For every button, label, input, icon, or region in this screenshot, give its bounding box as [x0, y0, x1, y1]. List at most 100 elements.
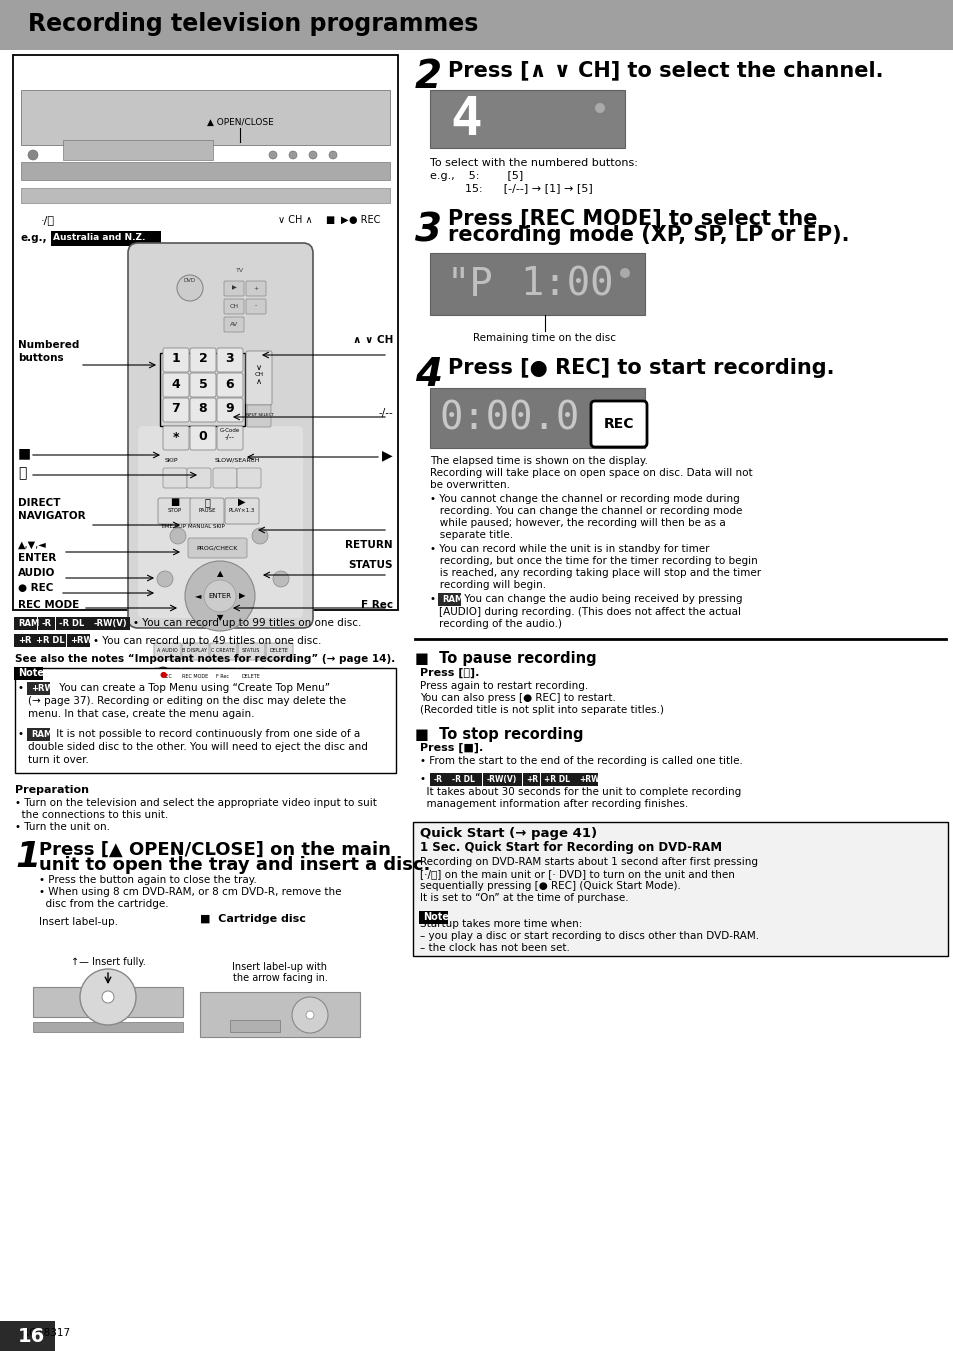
- Text: ▶: ▶: [238, 497, 246, 507]
- Text: STATUS: STATUS: [241, 648, 260, 654]
- Text: ∨: ∨: [255, 363, 262, 373]
- FancyBboxPatch shape: [437, 593, 461, 605]
- Text: buttons: buttons: [18, 353, 64, 363]
- Text: NAVIGATOR: NAVIGATOR: [18, 511, 86, 521]
- Text: You can change the audio being received by pressing: You can change the audio being received …: [460, 594, 741, 604]
- Text: 5: 5: [198, 377, 207, 390]
- Circle shape: [157, 571, 172, 586]
- Text: ▶: ▶: [232, 285, 236, 290]
- Text: Recording television programmes: Recording television programmes: [28, 12, 477, 36]
- Text: ● REC: ● REC: [349, 215, 380, 226]
- FancyBboxPatch shape: [482, 773, 521, 786]
- Text: RAM: RAM: [441, 594, 463, 604]
- FancyBboxPatch shape: [190, 499, 224, 524]
- Text: ▲: ▲: [216, 570, 223, 578]
- Circle shape: [80, 969, 136, 1025]
- Text: AUDIO: AUDIO: [18, 567, 55, 578]
- Text: 3: 3: [226, 353, 234, 366]
- Text: • Press the button again to close the tray.: • Press the button again to close the tr…: [39, 875, 256, 885]
- Text: Numbered: Numbered: [18, 340, 79, 350]
- FancyBboxPatch shape: [237, 667, 265, 685]
- Text: 4: 4: [415, 357, 441, 394]
- Bar: [430, 253, 644, 315]
- Text: • You can record up to 49 titles on one disc.: • You can record up to 49 titles on one …: [92, 635, 321, 646]
- Text: ● REC: ● REC: [18, 584, 53, 593]
- Text: double sided disc to the other. You will need to eject the disc and: double sided disc to the other. You will…: [28, 742, 368, 753]
- Circle shape: [306, 1011, 314, 1019]
- Text: while paused; however, the recording will then be as a: while paused; however, the recording wil…: [430, 517, 725, 528]
- Circle shape: [273, 571, 289, 586]
- Text: PAUSE: PAUSE: [198, 508, 215, 512]
- Text: 8: 8: [198, 403, 207, 416]
- Text: ▶: ▶: [341, 215, 349, 226]
- Text: ⏸: ⏸: [18, 466, 27, 480]
- Text: •: •: [430, 594, 436, 604]
- FancyBboxPatch shape: [418, 911, 447, 924]
- Bar: [15, 667, 395, 773]
- Text: recording mode (XP, SP, LP or EP).: recording mode (XP, SP, LP or EP).: [448, 226, 848, 245]
- FancyBboxPatch shape: [28, 682, 51, 694]
- FancyBboxPatch shape: [224, 317, 244, 332]
- Bar: [33, 1021, 183, 1032]
- Bar: [13, 55, 397, 611]
- Circle shape: [204, 580, 235, 612]
- Text: •: •: [419, 774, 426, 784]
- Text: Press [■].: Press [■].: [419, 743, 483, 753]
- FancyBboxPatch shape: [153, 643, 181, 661]
- Text: Quick Start (→ page 41): Quick Start (→ page 41): [419, 828, 597, 840]
- Bar: [33, 988, 183, 1017]
- Text: turn it over.: turn it over.: [28, 755, 89, 765]
- Text: Note: Note: [422, 912, 449, 923]
- Text: Recording on DVD-RAM starts about 1 second after first pressing: Recording on DVD-RAM starts about 1 seco…: [419, 857, 758, 867]
- Text: Press again to restart recording.: Press again to restart recording.: [419, 681, 588, 690]
- Text: To select with the numbered buttons:: To select with the numbered buttons:: [430, 158, 638, 168]
- Text: Press [● REC] to start recording.: Press [● REC] to start recording.: [448, 358, 834, 378]
- Text: DVD: DVD: [184, 278, 196, 284]
- Text: Press [⏸].: Press [⏸].: [419, 667, 478, 678]
- FancyBboxPatch shape: [540, 773, 575, 786]
- Text: e.g.,: e.g.,: [21, 232, 48, 243]
- FancyBboxPatch shape: [430, 773, 447, 786]
- Bar: [430, 91, 624, 149]
- Text: MANUAL SKIP: MANUAL SKIP: [188, 523, 225, 528]
- FancyBboxPatch shape: [190, 373, 215, 397]
- Text: 2: 2: [415, 58, 441, 96]
- FancyBboxPatch shape: [182, 643, 209, 661]
- Text: Startup takes more time when:: Startup takes more time when:: [419, 919, 581, 929]
- Circle shape: [156, 667, 170, 681]
- Text: 15:      [-/--] → [1] → [5]: 15: [-/--] → [1] → [5]: [430, 182, 592, 193]
- FancyBboxPatch shape: [163, 399, 189, 422]
- Text: CH: CH: [230, 304, 238, 308]
- FancyBboxPatch shape: [128, 243, 313, 628]
- Circle shape: [252, 528, 268, 544]
- Text: – you play a disc or start recording to discs other than DVD-RAM.: – you play a disc or start recording to …: [419, 931, 759, 942]
- Text: ENTER: ENTER: [209, 593, 232, 598]
- Text: ◄: ◄: [194, 592, 201, 600]
- FancyBboxPatch shape: [163, 426, 189, 450]
- Circle shape: [102, 992, 113, 1002]
- Text: PROG/CHECK: PROG/CHECK: [196, 546, 237, 550]
- Text: ∧: ∧: [255, 377, 262, 385]
- Text: 2: 2: [198, 353, 207, 366]
- Text: B DISPLAY: B DISPLAY: [182, 648, 208, 654]
- Text: 4: 4: [172, 377, 180, 390]
- Text: You can create a Top Menu using “Create Top Menu”: You can create a Top Menu using “Create …: [56, 684, 330, 693]
- FancyBboxPatch shape: [522, 773, 539, 786]
- Bar: [51, 231, 161, 246]
- Text: • You can record while the unit is in standby for timer: • You can record while the unit is in st…: [430, 544, 709, 554]
- Text: 9: 9: [226, 403, 234, 416]
- FancyBboxPatch shape: [153, 667, 181, 685]
- FancyBboxPatch shape: [158, 499, 192, 524]
- FancyBboxPatch shape: [190, 349, 215, 372]
- FancyBboxPatch shape: [210, 643, 236, 661]
- Text: It takes about 30 seconds for the unit to complete recording: It takes about 30 seconds for the unit t…: [419, 788, 740, 797]
- Bar: [21, 162, 390, 180]
- Text: REC MODE: REC MODE: [182, 674, 208, 678]
- Circle shape: [619, 267, 629, 278]
- Text: SLOW/SEARCH: SLOW/SEARCH: [214, 458, 260, 462]
- Text: +RW: +RW: [30, 684, 53, 693]
- Text: (→ page 37). Recording or editing on the disc may delete the: (→ page 37). Recording or editing on the…: [28, 696, 346, 707]
- Text: -R DL: -R DL: [452, 775, 475, 784]
- Text: -/--: -/--: [225, 434, 234, 440]
- Text: "P: "P: [447, 266, 494, 304]
